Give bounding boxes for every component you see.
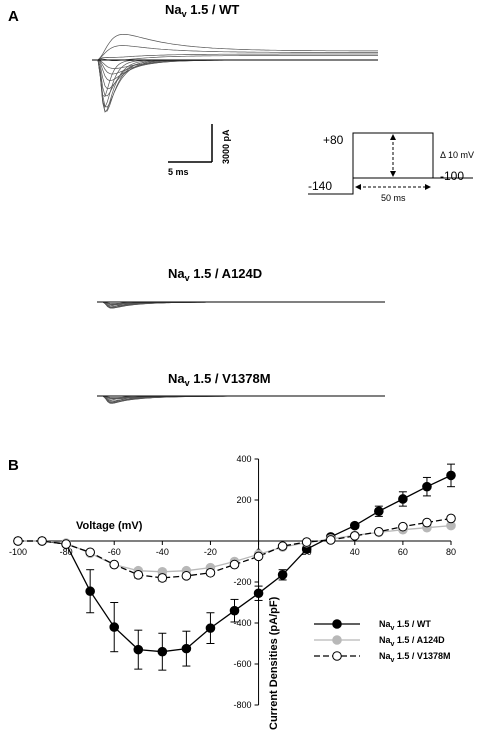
panel-b-letter: B [8, 457, 19, 474]
iv-plot-axes: -100-80-60-40-20020406080-800-600-400-20… [9, 454, 456, 710]
wt-trace [97, 59, 378, 69]
iv-plot-series [13, 463, 456, 671]
a124d-current-traces [97, 301, 385, 309]
y-tick-label: 200 [237, 495, 252, 505]
v1378m-data-point [374, 526, 384, 537]
wt-data-point [229, 605, 240, 616]
panel-a-letter: A [8, 8, 19, 25]
v1378m-legend-marker [332, 651, 342, 661]
wt-trace [97, 55, 378, 61]
wt-data-point [181, 643, 192, 654]
x-axis-title: Voltage (mV) [76, 520, 143, 532]
v1378m-trace-title: Nav 1.5 / V1378M [168, 371, 271, 388]
wt-trace [97, 53, 378, 61]
wt-current-traces [92, 33, 378, 113]
v1378m-data-point [133, 570, 144, 580]
wt-trace [97, 59, 378, 113]
wt-data-point [205, 623, 216, 633]
wt-data-point [398, 494, 408, 504]
v1378m-data-point [253, 551, 264, 562]
y-tick-label: -400 [234, 618, 252, 628]
y-tick-label: -800 [234, 700, 252, 710]
x-tick-label: 60 [398, 547, 408, 557]
scale-bar-time-label: 5 ms [168, 167, 189, 177]
x-tick-label: -100 [9, 547, 27, 557]
v1378m-data-point [229, 559, 240, 570]
wt-data-point [109, 622, 120, 632]
y-tick-label: -200 [234, 577, 252, 587]
scale-bar: 5 ms 3000 pA [168, 124, 231, 177]
v1378m-data-point [277, 541, 288, 551]
y-axis-title: Current Densities (pA/pF) [268, 596, 280, 730]
wt-data-point [277, 570, 288, 580]
wt-data-point [446, 470, 456, 481]
v1378m-data-point [85, 547, 95, 558]
scale-bar-current-label: 3000 pA [221, 129, 231, 164]
v1378m-data-point [157, 573, 168, 583]
wt-trace [97, 45, 378, 61]
wt-legend-label: Nav 1.5 / WT [379, 619, 431, 632]
v1378m-legend-label: Nav 1.5 / V1378M [379, 651, 450, 664]
v1378m-data-point [109, 559, 120, 570]
v1378m-data-point [446, 513, 456, 524]
wt-trace [97, 59, 378, 109]
wt-trace [97, 59, 378, 108]
x-tick-label: -20 [204, 547, 217, 557]
wt-trace-title: Nav 1.5 / WT [165, 2, 239, 19]
wt-data-point [422, 481, 432, 492]
a124d-legend-label: Nav 1.5 / A124D [379, 635, 445, 648]
v1378m-data-point [13, 536, 23, 546]
protocol-duration-label: 50 ms [381, 193, 406, 203]
v1378m-data-point [301, 537, 312, 547]
wt-data-point [253, 588, 264, 599]
x-tick-label: -40 [156, 547, 169, 557]
a124d-trace-title: Nav 1.5 / A124D [168, 266, 262, 283]
v1378m-data-point [398, 521, 408, 532]
v1378m-data-point [349, 531, 360, 541]
v1378m-data-point [325, 535, 336, 545]
x-tick-label: -60 [108, 547, 121, 557]
wt-data-point [157, 646, 168, 657]
a124d-legend-marker [332, 635, 342, 645]
x-tick-label: 40 [350, 547, 360, 557]
y-tick-label: 400 [237, 454, 252, 464]
x-tick-label: -80 [60, 547, 73, 557]
protocol-top-label: +80 [323, 133, 344, 147]
voltage-protocol: +80 -140 -100 Δ 10 mV 50 ms [308, 132, 474, 203]
wt-legend-marker [332, 619, 342, 629]
x-tick-label: 80 [446, 547, 456, 557]
wt-data-point [349, 520, 360, 531]
protocol-step-label: Δ 10 mV [440, 150, 474, 160]
legend: Nav 1.5 / WT Nav 1.5 / A124D Nav 1.5 / V13… [314, 619, 450, 664]
protocol-hold-label: -140 [308, 179, 332, 193]
v1378m-data-point [181, 571, 192, 581]
v1378m-current-traces [97, 395, 385, 404]
v1378m-data-point [37, 536, 47, 546]
wt-trace [97, 33, 378, 61]
v1378m-data-point [422, 517, 432, 528]
wt-data-point [133, 644, 144, 655]
wt-data-point [85, 586, 95, 597]
protocol-bottom-label: -100 [440, 169, 464, 183]
v1378m-data-point [205, 567, 216, 578]
wt-trace [97, 59, 378, 112]
wt-data-point [374, 506, 384, 517]
v1378m-data-point [61, 539, 71, 549]
y-tick-label: -600 [234, 659, 252, 669]
